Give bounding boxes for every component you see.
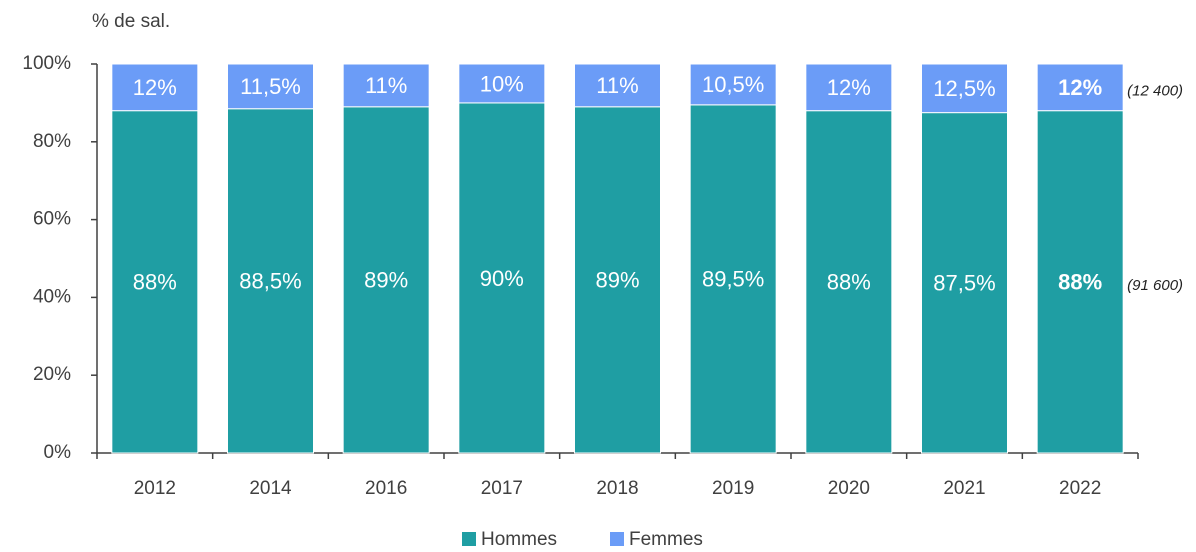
- y-tick-label: 20%: [33, 364, 71, 385]
- value-label: 12%: [827, 75, 871, 100]
- y-tick-label: 60%: [33, 209, 71, 230]
- y-tick-label: 40%: [33, 286, 71, 307]
- bar-segment: [689, 104, 777, 454]
- bar-segment: [921, 63, 1008, 114]
- x-tick-label: 2016: [365, 478, 407, 499]
- x-tick-label: 2017: [481, 478, 523, 499]
- bar-segment: [921, 112, 1008, 454]
- value-label: 11,5%: [240, 74, 301, 99]
- value-label: 88%: [133, 270, 177, 295]
- value-label: 10%: [480, 71, 524, 96]
- value-label: 10,5%: [702, 72, 764, 97]
- bar-segment: [458, 102, 546, 454]
- value-label: 12%: [1058, 75, 1102, 100]
- bar-segment: [1036, 63, 1124, 112]
- value-label: 12%: [133, 75, 177, 100]
- value-label: 89%: [364, 268, 408, 293]
- bar-segment: [574, 63, 661, 108]
- value-label: 87,5%: [933, 271, 995, 296]
- legend-label: Femmes: [629, 529, 703, 550]
- x-tick-label: 2012: [134, 478, 176, 499]
- bar-segment: [342, 106, 430, 454]
- y-tick-label: 80%: [33, 131, 71, 152]
- bar-segment: [342, 63, 430, 108]
- value-label: 88%: [1058, 270, 1102, 295]
- value-label: 11%: [365, 73, 407, 98]
- annotation: (12 400): [1127, 82, 1183, 99]
- x-tick-label: 2014: [249, 478, 292, 499]
- bar-segment: [689, 63, 777, 106]
- y-tick-label: 0%: [44, 442, 72, 463]
- x-tick-label: 2021: [943, 478, 985, 499]
- bar-segment: [111, 63, 199, 112]
- bar-segment: [227, 63, 314, 110]
- value-label: 11%: [596, 73, 638, 98]
- y-axis-label: % de sal.: [92, 11, 170, 32]
- x-tick-label: 2022: [1059, 478, 1101, 499]
- value-label: 12,5%: [933, 76, 995, 101]
- bar-segment: [458, 63, 546, 104]
- bar-segment: [574, 106, 661, 454]
- value-label: 88%: [827, 270, 871, 295]
- bar-segment: [1036, 110, 1124, 454]
- legend-swatch: [610, 532, 624, 546]
- value-label: 89,5%: [702, 267, 764, 292]
- legend-label: Hommes: [481, 529, 557, 550]
- annotation: (91 600): [1127, 277, 1183, 294]
- bar-segment: [805, 63, 893, 112]
- value-label: 90%: [480, 266, 524, 291]
- value-label: 89%: [595, 268, 639, 293]
- x-tick-label: 2019: [712, 478, 754, 499]
- x-tick-label: 2020: [828, 478, 870, 499]
- y-tick-label: 100%: [22, 53, 71, 74]
- value-label: 88,5%: [239, 269, 301, 294]
- bar-segment: [805, 110, 893, 454]
- x-tick-label: 2018: [596, 478, 638, 499]
- legend-swatch: [462, 532, 476, 546]
